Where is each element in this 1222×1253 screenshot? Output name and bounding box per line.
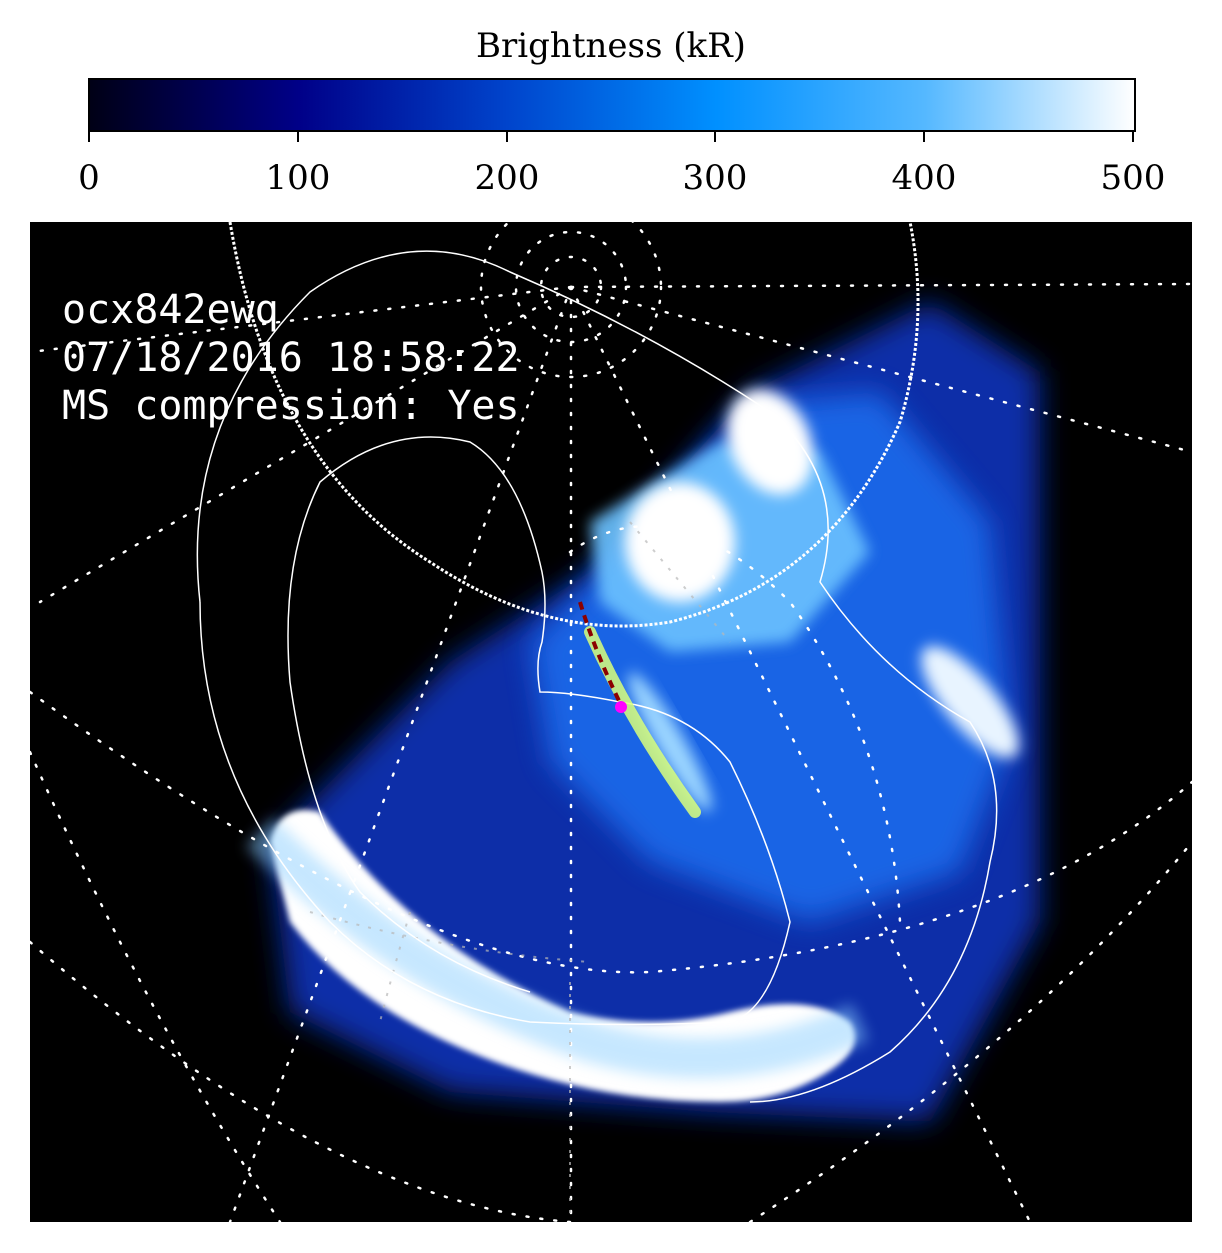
footprint-track: [584, 626, 701, 818]
colorbar-label: 0: [78, 158, 100, 198]
colorbar-title: Brightness (kR): [476, 26, 746, 66]
polar-spot: [726, 389, 814, 495]
dawn-streak: [921, 646, 1019, 758]
colorbar-tick: [297, 130, 299, 142]
footprint-point: [615, 701, 627, 713]
colorbar-label: 400: [891, 158, 957, 198]
polar-core: [625, 482, 735, 602]
colorbar-label: 500: [1100, 158, 1166, 198]
colorbar: [88, 78, 1136, 132]
ms-compression-label: MS compression: Yes: [62, 383, 520, 429]
colorbar-tick: [1132, 130, 1134, 142]
colorbar-tick: [714, 130, 716, 142]
colorbar-tick: [88, 130, 90, 142]
main-oval: [270, 810, 855, 1102]
aurora-image-svg: [30, 222, 1192, 1222]
main-oval-glow: [245, 817, 869, 1078]
colorbar-tick: [506, 130, 508, 142]
image-id-label: ocx842ewq: [62, 287, 279, 333]
colorbar-label: 300: [682, 158, 748, 198]
center-streak: [628, 672, 712, 812]
reference-circle: [228, 222, 920, 628]
colorbar-label: 100: [265, 158, 331, 198]
colorbar-tick: [923, 130, 925, 142]
projected-grid: [309, 521, 731, 1222]
colorbar-label: 200: [474, 158, 540, 198]
timestamp-label: 07/18/2016 18:58:22: [62, 335, 520, 381]
footprint-dashes: [578, 601, 624, 708]
grid-lines: [30, 222, 1192, 1222]
aurora-image: ocx842ewq 07/18/2016 18:58:22 MS compres…: [30, 222, 1192, 1222]
contour-lines: [196, 250, 998, 1103]
